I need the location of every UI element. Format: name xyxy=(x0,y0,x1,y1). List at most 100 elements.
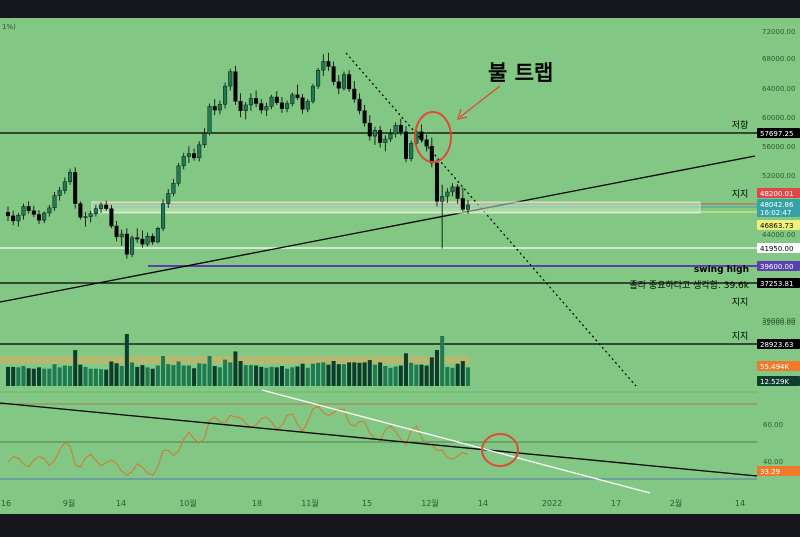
candle[interactable] xyxy=(26,201,31,214)
support-zone-box[interactable] xyxy=(91,201,701,214)
candle[interactable] xyxy=(362,104,367,127)
candle[interactable] xyxy=(161,199,166,232)
candle[interactable] xyxy=(285,100,290,113)
candle[interactable] xyxy=(37,210,42,224)
candle[interactable] xyxy=(114,220,119,242)
candle[interactable] xyxy=(383,135,388,152)
candle[interactable] xyxy=(274,91,279,105)
candle[interactable] xyxy=(460,187,465,212)
candle[interactable] xyxy=(372,126,377,145)
candle[interactable] xyxy=(78,201,83,220)
candle[interactable] xyxy=(223,82,228,109)
candle[interactable] xyxy=(321,54,326,76)
candle[interactable] xyxy=(31,205,36,218)
candle[interactable] xyxy=(140,230,145,248)
candle[interactable] xyxy=(424,134,429,152)
candle[interactable] xyxy=(300,94,305,114)
ascending-trendline[interactable] xyxy=(0,155,756,303)
candle[interactable] xyxy=(347,70,352,92)
candle[interactable] xyxy=(419,124,424,143)
badge-support-29k: 28923.63 xyxy=(757,339,800,349)
candle[interactable] xyxy=(197,141,202,162)
candle[interactable] xyxy=(398,118,403,136)
candle[interactable] xyxy=(155,226,160,244)
candle[interactable] xyxy=(269,94,274,110)
candle[interactable] xyxy=(341,71,346,91)
candle[interactable] xyxy=(130,235,135,258)
candle[interactable] xyxy=(124,228,129,259)
candle[interactable] xyxy=(171,178,176,197)
candle[interactable] xyxy=(11,210,16,226)
candle[interactable] xyxy=(233,65,238,105)
candle[interactable] xyxy=(310,83,315,104)
candle[interactable] xyxy=(248,93,253,111)
candle[interactable] xyxy=(217,100,222,115)
candle[interactable] xyxy=(295,84,300,100)
candle[interactable] xyxy=(378,125,383,148)
candle[interactable] xyxy=(305,99,310,113)
bull-trap-circle[interactable] xyxy=(414,111,452,163)
candle[interactable] xyxy=(150,233,155,245)
candle[interactable] xyxy=(336,75,341,95)
candle[interactable] xyxy=(119,229,124,246)
candle[interactable] xyxy=(186,146,191,163)
candle[interactable] xyxy=(93,205,98,217)
volume-bar xyxy=(42,368,47,386)
rsi-breakout-circle[interactable] xyxy=(481,433,519,467)
candle[interactable] xyxy=(176,162,181,187)
candle[interactable] xyxy=(238,93,243,118)
candle[interactable] xyxy=(264,102,269,116)
candle[interactable] xyxy=(254,90,259,108)
candle[interactable] xyxy=(290,92,295,107)
candle[interactable] xyxy=(181,152,186,170)
candle[interactable] xyxy=(243,102,248,120)
candle[interactable] xyxy=(16,212,21,227)
candle[interactable] xyxy=(212,99,217,116)
candle[interactable] xyxy=(393,122,398,138)
candle[interactable] xyxy=(228,68,233,91)
candle[interactable] xyxy=(445,188,450,203)
candle[interactable] xyxy=(434,159,439,207)
candle[interactable] xyxy=(367,115,372,141)
volume-bar xyxy=(6,366,10,386)
candle[interactable] xyxy=(104,200,109,211)
candle[interactable] xyxy=(192,148,197,161)
candle[interactable] xyxy=(166,189,171,208)
candle[interactable] xyxy=(57,186,62,201)
candle[interactable] xyxy=(326,52,331,71)
candle[interactable] xyxy=(5,206,10,221)
descending-dotted-trendline[interactable] xyxy=(345,52,637,387)
candle[interactable] xyxy=(403,125,408,163)
candle[interactable] xyxy=(357,93,362,115)
candle[interactable] xyxy=(388,128,393,142)
candle[interactable] xyxy=(21,203,26,220)
candle[interactable] xyxy=(109,205,114,229)
candle[interactable] xyxy=(207,103,212,136)
candle[interactable] xyxy=(145,232,150,247)
candle[interactable] xyxy=(466,199,471,214)
candle[interactable] xyxy=(409,140,414,162)
rsi-trendline-black[interactable] xyxy=(0,402,758,477)
candle[interactable] xyxy=(52,191,57,211)
candle[interactable] xyxy=(99,202,104,213)
candle[interactable] xyxy=(83,212,88,227)
candle[interactable] xyxy=(279,96,284,113)
candle[interactable] xyxy=(42,211,47,224)
candle[interactable] xyxy=(88,210,93,223)
candle[interactable] xyxy=(259,99,264,114)
candle[interactable] xyxy=(62,177,67,195)
volume-bar xyxy=(145,367,150,386)
candle[interactable] xyxy=(68,168,73,185)
candle[interactable] xyxy=(331,61,336,86)
rsi-trendline-white[interactable] xyxy=(261,389,651,494)
candle[interactable] xyxy=(73,167,78,209)
candle[interactable] xyxy=(450,183,455,197)
candle[interactable] xyxy=(440,184,445,249)
candle[interactable] xyxy=(455,183,460,204)
candle[interactable] xyxy=(202,128,207,148)
candle[interactable] xyxy=(316,67,321,89)
candle[interactable] xyxy=(135,228,140,243)
candle[interactable] xyxy=(47,205,52,217)
candle[interactable] xyxy=(352,81,357,103)
